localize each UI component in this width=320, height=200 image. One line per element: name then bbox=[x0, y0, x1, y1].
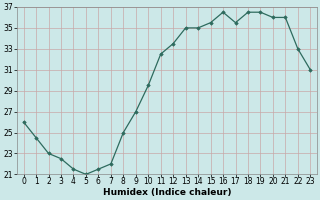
X-axis label: Humidex (Indice chaleur): Humidex (Indice chaleur) bbox=[103, 188, 231, 197]
